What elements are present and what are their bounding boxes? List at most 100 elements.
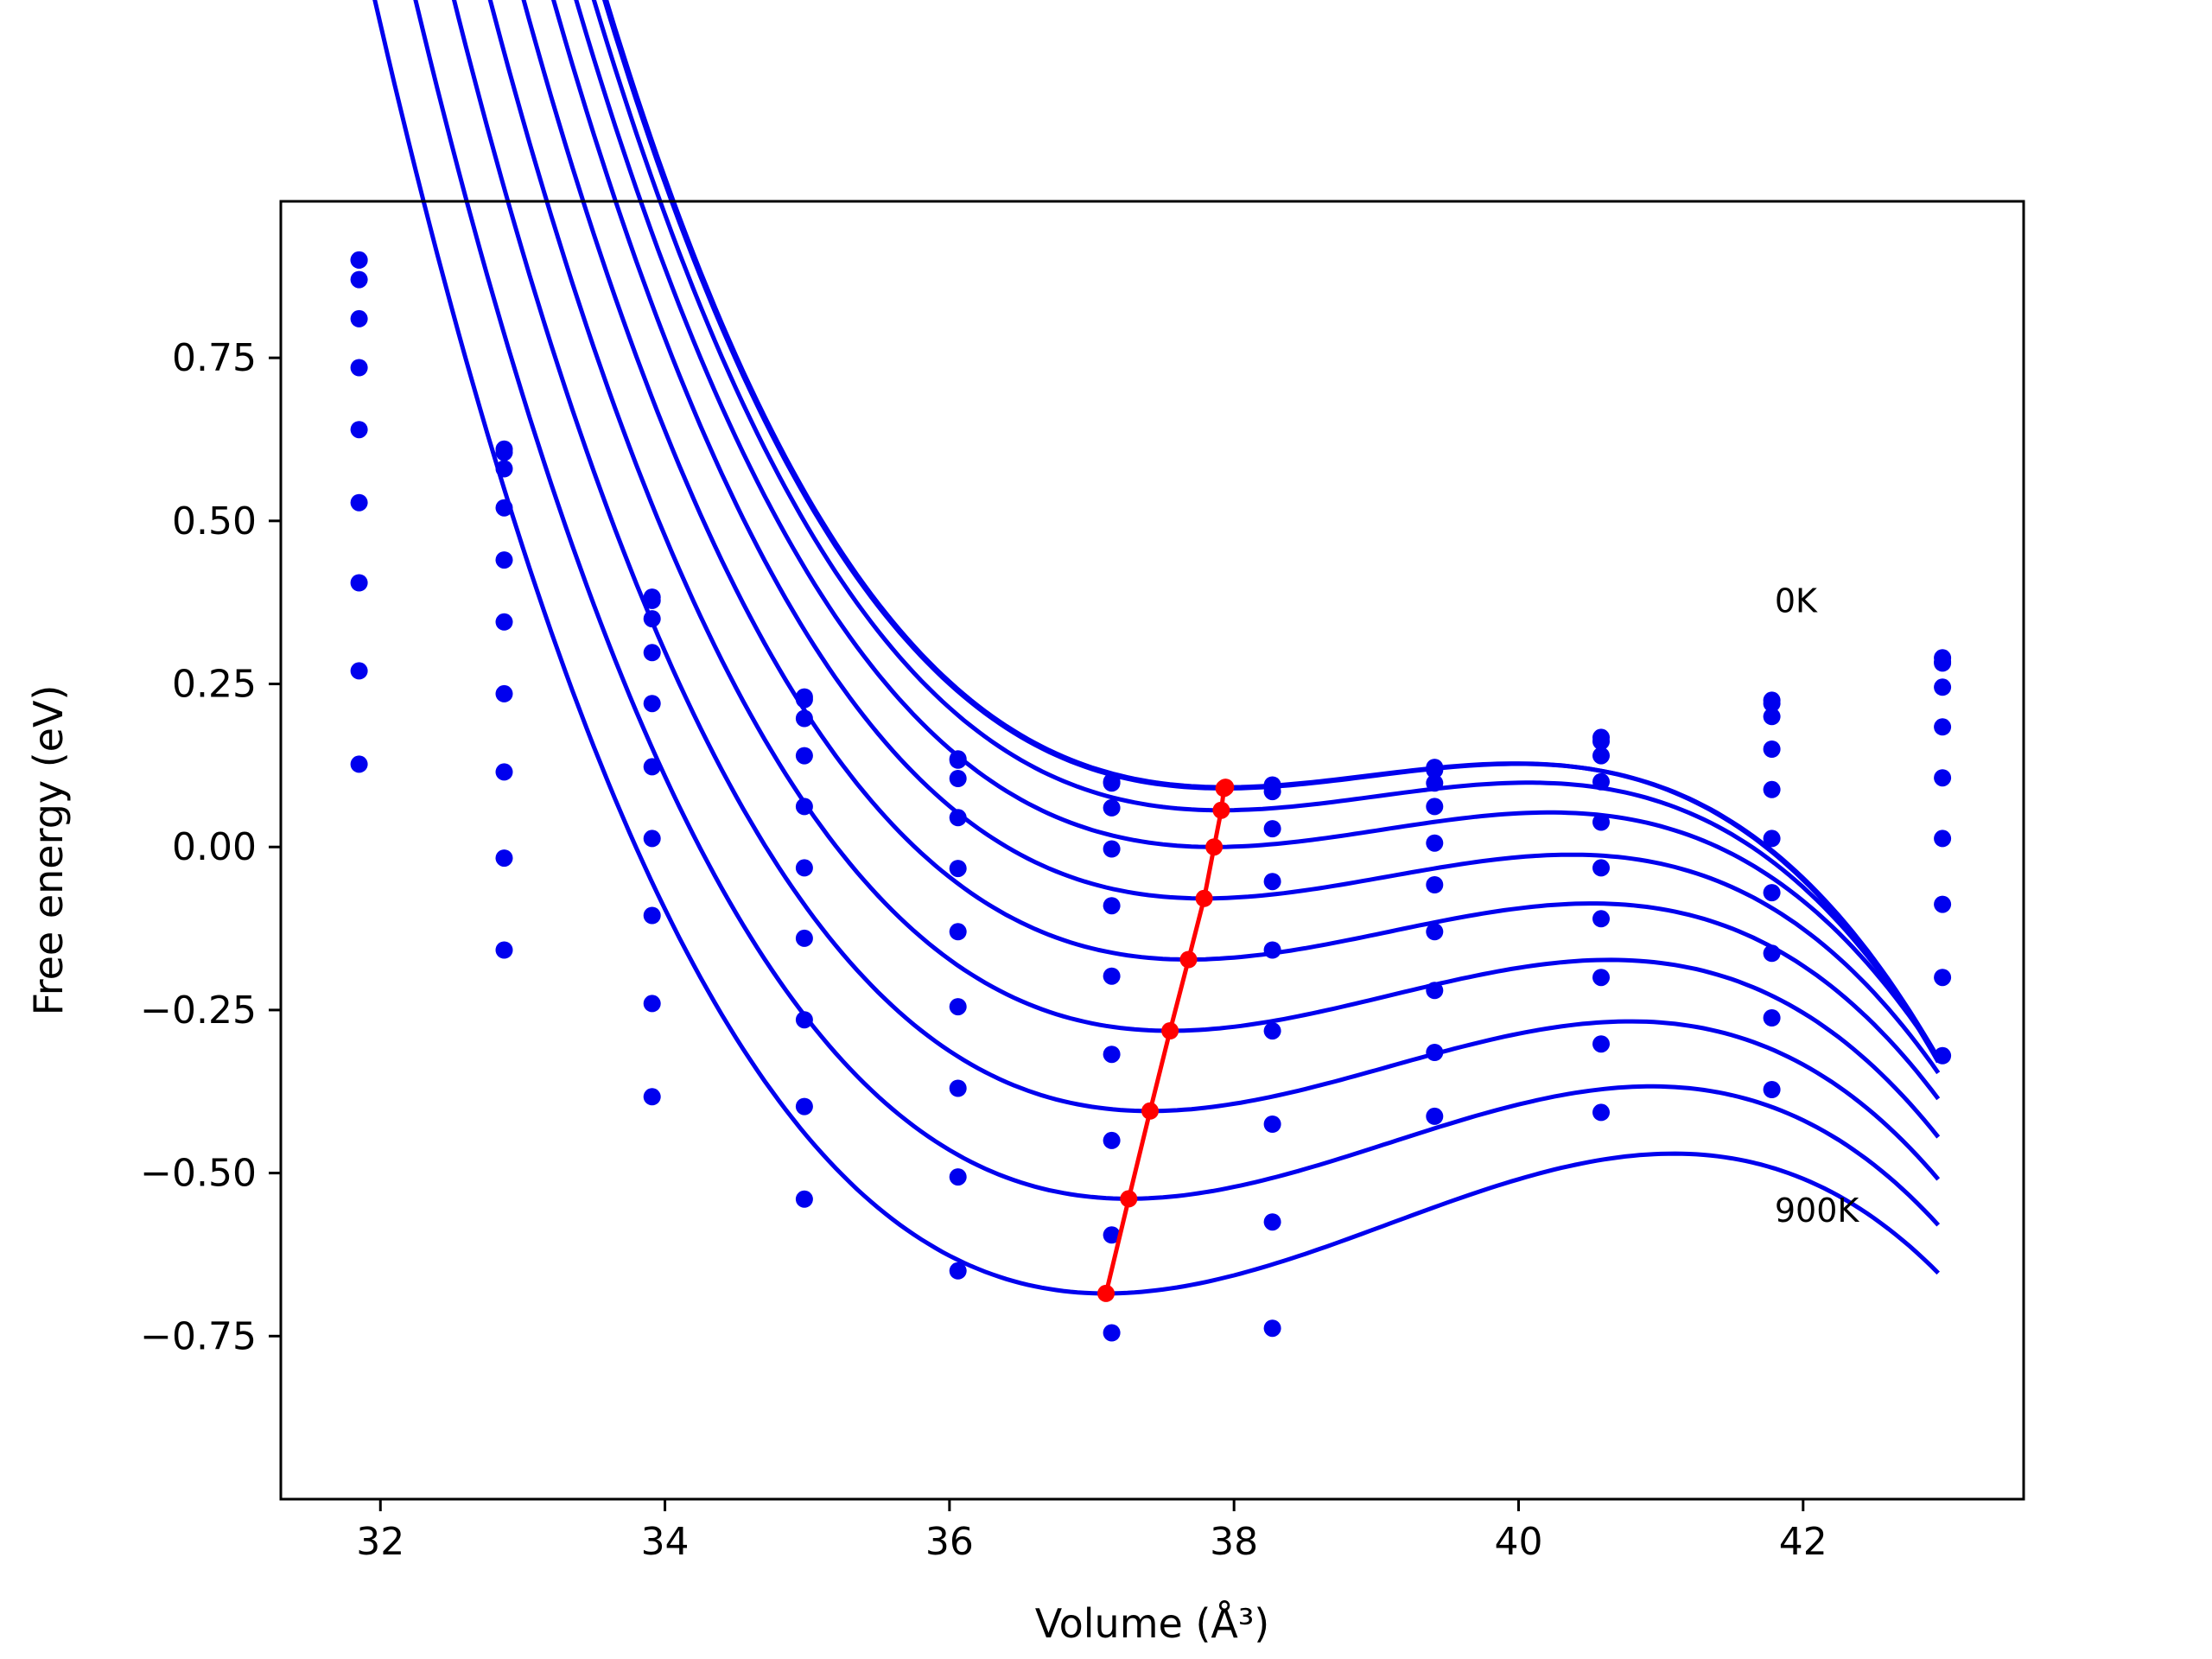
axes-frame [279, 200, 2025, 1501]
data-point-300K-0 [350, 309, 368, 327]
data-point-600K-10 [1934, 830, 1952, 848]
data-point-600K-7 [1426, 923, 1444, 941]
x-tick-label: 42 [1779, 1520, 1827, 1564]
data-point-500K-8 [1592, 859, 1610, 877]
data-point-100K-8 [1592, 733, 1610, 750]
data-point-200K-4 [949, 770, 967, 787]
y-tick-label: −0.75 [140, 1314, 257, 1358]
y-tick-label: −0.50 [140, 1152, 257, 1196]
data-point-300K-10 [1934, 678, 1952, 696]
data-point-500K-7 [1426, 876, 1444, 893]
fit-curve-500K [521, 0, 1941, 1101]
fit-curve-300K [574, 0, 1941, 1059]
data-point-200K-10 [1934, 654, 1952, 672]
data-point-700K-1 [495, 763, 513, 781]
data-point-700K-6 [1263, 1116, 1281, 1133]
data-point-200K-1 [495, 460, 513, 478]
data-point-100K-9 [1763, 695, 1781, 713]
data-point-800K-1 [495, 849, 513, 868]
data-point-300K-4 [949, 809, 967, 827]
data-point-400K-5 [1103, 897, 1121, 915]
data-point-400K-9 [1763, 780, 1781, 798]
annotations: 0K 900K [1775, 582, 1860, 1230]
x-tick-label: 36 [925, 1520, 974, 1564]
data-point-500K-5 [1103, 967, 1121, 985]
data-point-900K-4 [949, 1262, 967, 1280]
minimum-point-3 [1205, 838, 1224, 856]
data-point-800K-4 [949, 1168, 967, 1186]
data-point-200K-9 [1763, 708, 1781, 726]
data-point-400K-1 [495, 551, 513, 569]
data-point-400K-3 [795, 798, 813, 816]
y-tick-label: 0.50 [172, 499, 257, 543]
x-tick-label: 38 [1210, 1520, 1258, 1564]
data-point-400K-0 [350, 359, 368, 377]
annotation-label-0: 0K [1775, 582, 1818, 620]
data-point-600K-5 [1103, 1046, 1121, 1064]
data-point-900K-7 [1426, 1107, 1444, 1125]
x-tick-label: 40 [1494, 1520, 1542, 1564]
data-point-900K-0 [350, 755, 368, 773]
data-point-600K-2 [643, 830, 661, 848]
data-point-200K-3 [795, 709, 813, 728]
data-point-600K-6 [1263, 1022, 1281, 1040]
minimum-point-6 [1161, 1022, 1179, 1039]
data-point-500K-10 [1934, 769, 1952, 787]
data-point-300K-6 [1263, 820, 1281, 838]
x-axis: 32 34 36 38 40 42 [356, 1499, 1827, 1564]
data-point-200K-6 [1263, 783, 1281, 801]
y-tick-label: 0.25 [172, 663, 257, 707]
data-point-700K-5 [1103, 1131, 1121, 1149]
data-point-300K-7 [1426, 798, 1444, 816]
data-point-900K-2 [643, 1088, 661, 1106]
data-point-700K-2 [643, 906, 661, 925]
data-point-800K-5 [1103, 1226, 1121, 1244]
data-point-600K-0 [350, 493, 368, 512]
data-point-100K-1 [495, 443, 513, 461]
data-point-600K-3 [795, 929, 813, 947]
data-point-600K-8 [1592, 910, 1610, 928]
data-point-800K-3 [795, 1097, 813, 1116]
minimum-point-7 [1141, 1102, 1159, 1120]
data-point-200K-2 [643, 610, 661, 628]
data-point-100K-2 [643, 591, 661, 609]
data-point-700K-0 [350, 574, 368, 592]
data-point-200K-5 [1103, 798, 1121, 817]
y-tick-label: −0.25 [140, 988, 257, 1033]
data-point-900K-8 [1592, 1103, 1610, 1122]
x-tick-label: 34 [641, 1520, 690, 1564]
data-point-900K-9 [1763, 1081, 1781, 1098]
y-axis-title: Free energy (eV) [25, 685, 72, 1016]
data-point-800K-10 [1934, 969, 1952, 987]
minimum-point-8 [1120, 1190, 1138, 1208]
data-point-400K-6 [1263, 873, 1281, 891]
data-point-200K-7 [1426, 774, 1444, 792]
data-point-200K-8 [1592, 747, 1610, 765]
data-point-300K-5 [1103, 840, 1121, 858]
plot-area [350, 0, 1952, 1342]
data-point-900K-3 [795, 1190, 813, 1208]
data-point-600K-1 [495, 684, 513, 702]
annotation-label-1: 900K [1775, 1192, 1860, 1230]
data-point-700K-8 [1592, 969, 1610, 987]
data-point-200K-0 [350, 270, 368, 289]
data-point-300K-3 [795, 747, 813, 765]
data-point-700K-7 [1426, 982, 1444, 1000]
data-point-300K-1 [495, 499, 513, 517]
data-point-500K-1 [495, 613, 513, 631]
minimum-line [1103, 785, 1227, 1294]
y-tick-label: 0.00 [172, 825, 257, 869]
data-point-300K-9 [1763, 741, 1781, 758]
data-point-700K-3 [795, 1011, 813, 1029]
data-point-900K-1 [495, 941, 513, 959]
data-point-900K-10 [1934, 1046, 1952, 1065]
data-point-500K-2 [643, 758, 661, 776]
data-point-400K-7 [1426, 834, 1444, 852]
data-point-400K-8 [1592, 813, 1610, 831]
data-point-700K-9 [1763, 944, 1781, 963]
x-axis-title: Volume (Å³) [1035, 1600, 1270, 1647]
fit-curve-800K [413, 0, 1941, 1227]
data-point-100K-4 [949, 751, 967, 769]
data-point-500K-3 [795, 859, 813, 877]
